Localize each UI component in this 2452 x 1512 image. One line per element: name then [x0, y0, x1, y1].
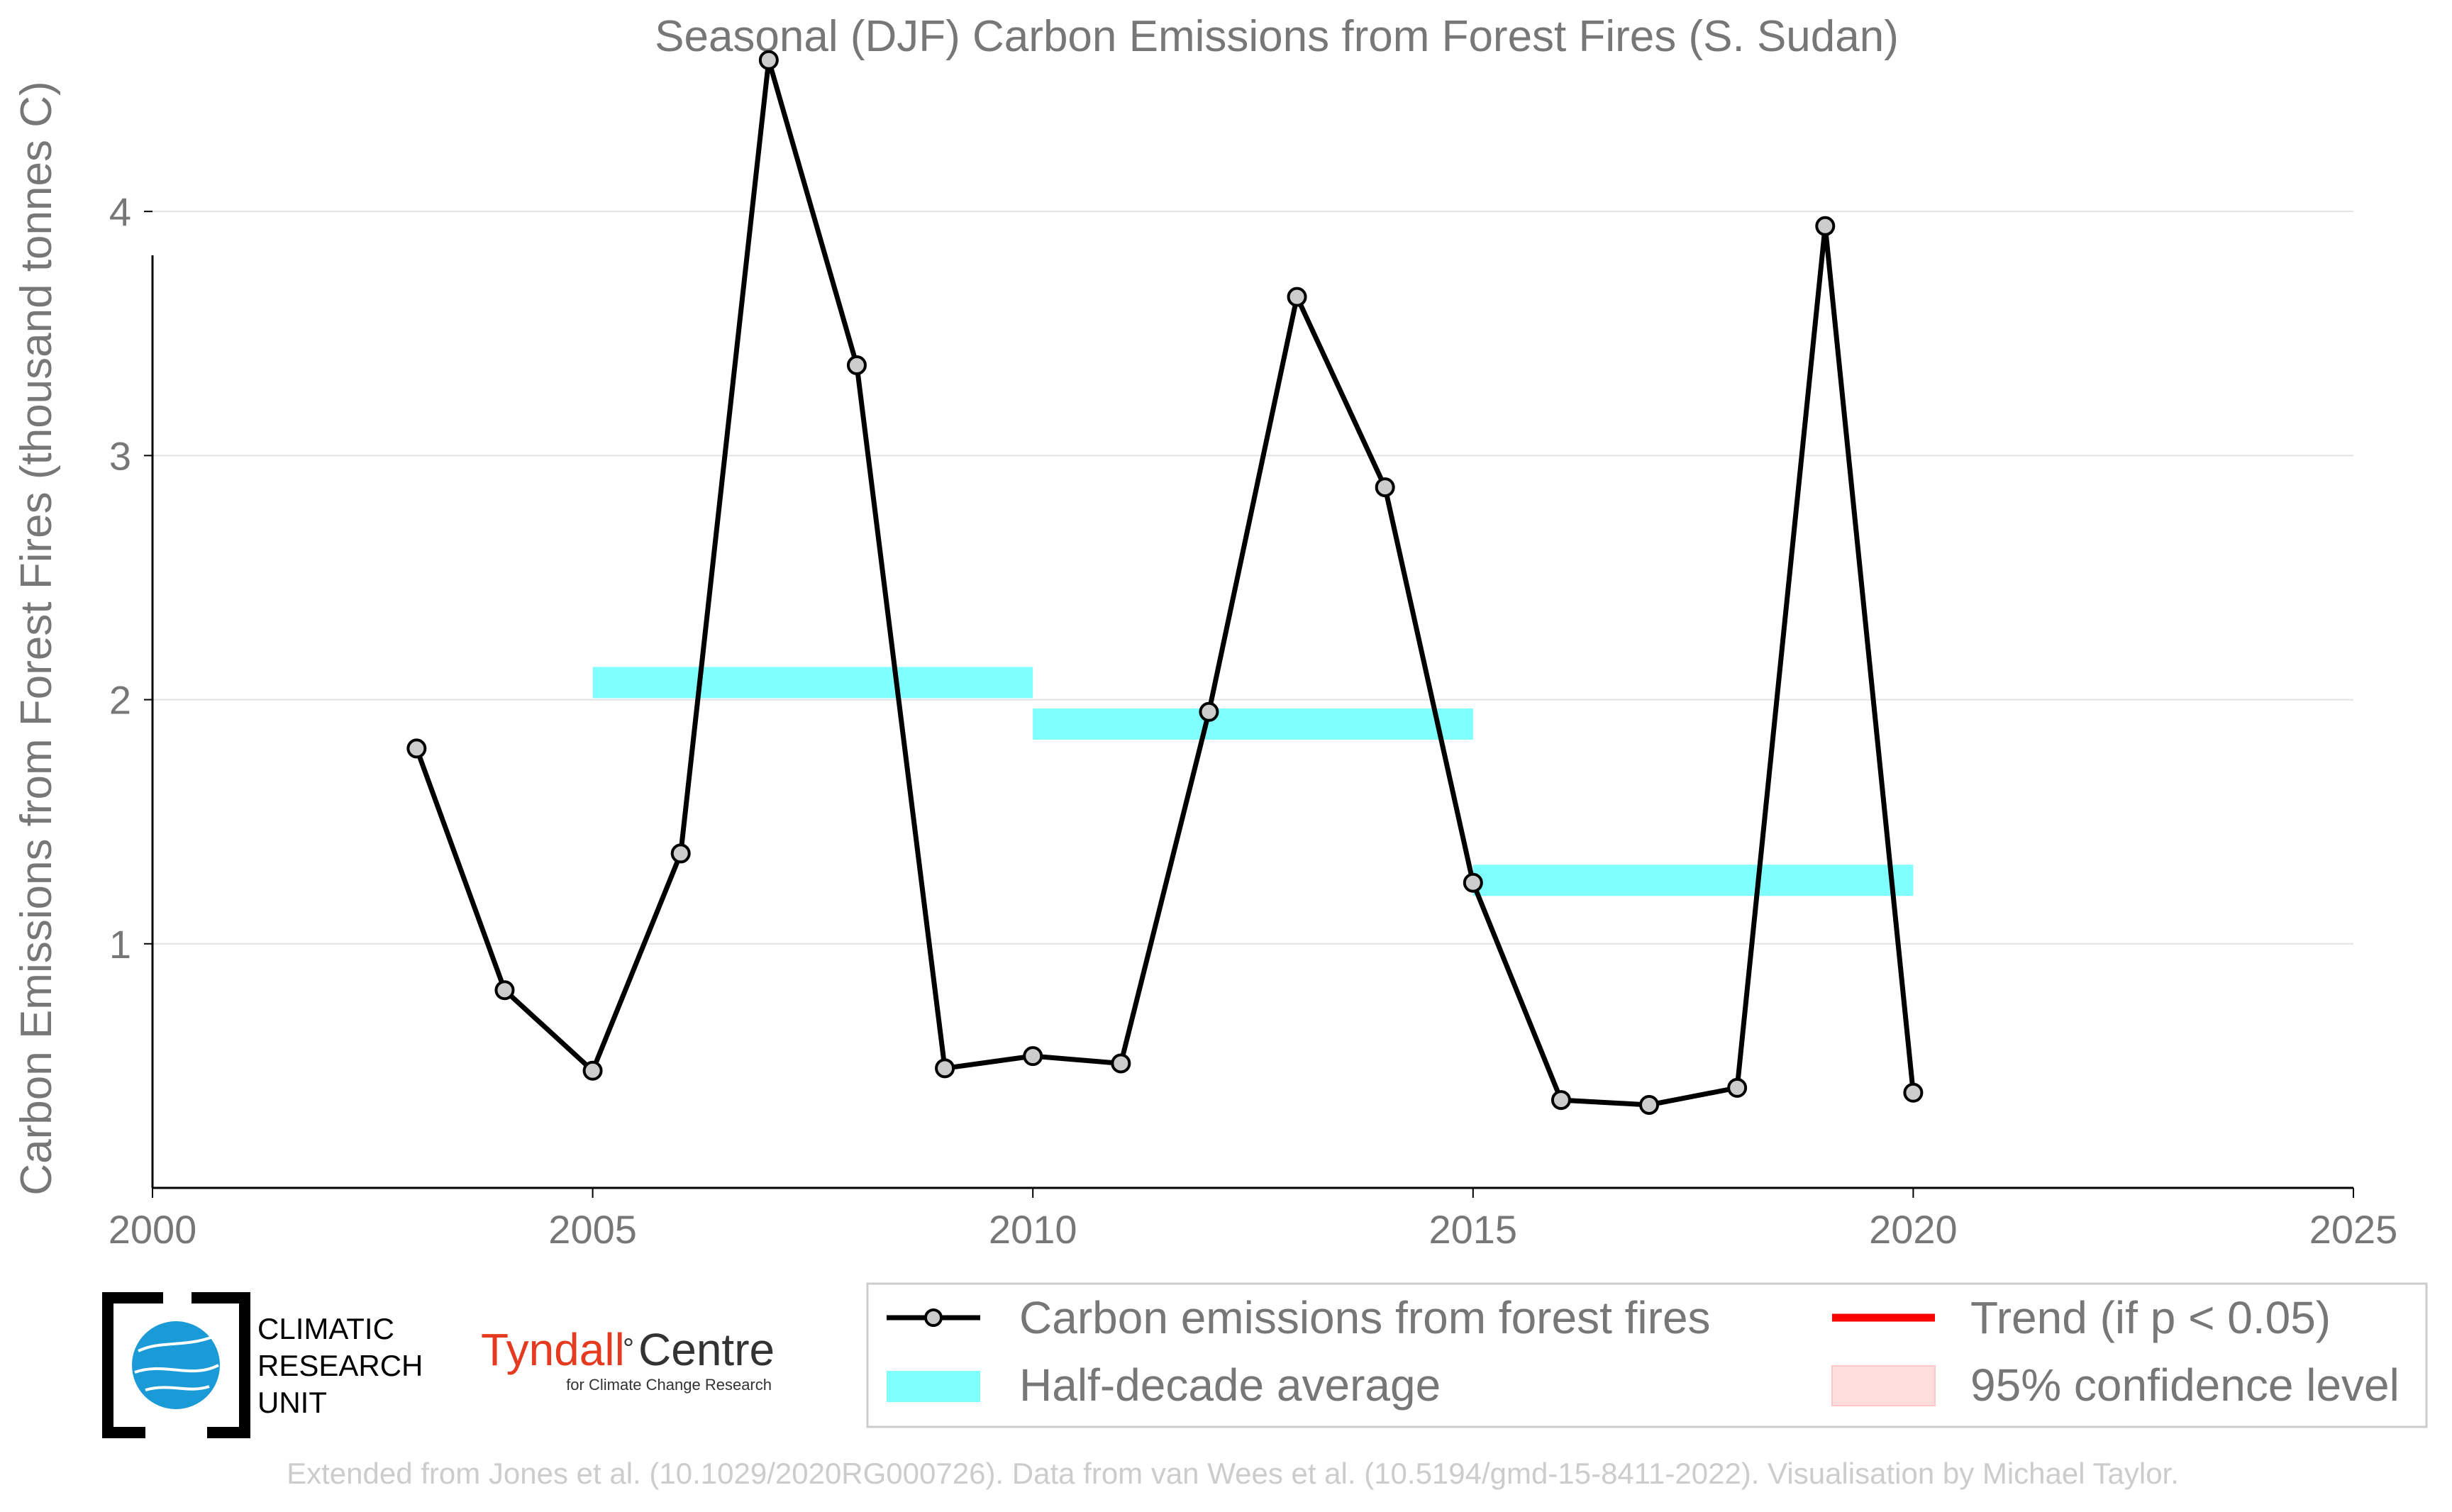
data-point	[406, 738, 427, 759]
legend: Carbon emissions from forest fires Half-…	[866, 1282, 2428, 1428]
cru-logo-line2: RESEARCH	[257, 1349, 423, 1382]
data-point	[846, 355, 867, 376]
data-point	[1375, 477, 1395, 498]
tyndall-degree: °	[623, 1333, 634, 1364]
y-tick-label: 3	[109, 433, 131, 478]
data-point	[670, 843, 691, 864]
legend-swatch-confidence	[1831, 1365, 1936, 1406]
legend-swatch-average	[887, 1371, 980, 1402]
half-decade-band-2	[1472, 865, 1914, 896]
data-point	[935, 1058, 955, 1079]
gridlines	[152, 211, 2353, 945]
x-tick-label: 2000	[109, 1207, 197, 1252]
data-point	[1287, 287, 1307, 307]
data-point	[1463, 872, 1483, 893]
data-point	[1199, 701, 1219, 722]
data-point	[1023, 1046, 1043, 1067]
globe-icon	[132, 1321, 220, 1409]
legend-label-confidence: 95% confidence level	[1970, 1360, 2400, 1411]
x-tick-label: 2005	[548, 1207, 637, 1252]
tyndall-logo: Tyndall ° Centre for Climate Change Rese…	[481, 1324, 775, 1394]
x-tick-label: 2015	[1429, 1207, 1518, 1252]
half-decade-band-1	[1033, 708, 1473, 740]
tyndall-subtitle: for Climate Change Research	[566, 1376, 772, 1394]
chart-title: Seasonal (DJF) Carbon Emissions from For…	[655, 12, 1899, 61]
cru-logo-bracket-left	[102, 1292, 163, 1438]
cru-logo-line3: UNIT	[257, 1386, 327, 1419]
cru-logo: CLIMATIC RESEARCH UNIT	[102, 1292, 423, 1438]
y-axis-label: Carbon Emissions from Forest Fires (thou…	[12, 81, 61, 1195]
data-point	[582, 1060, 603, 1081]
tyndall-name: Tyndall	[481, 1324, 625, 1375]
legend-label-average: Half-decade average	[1019, 1360, 1441, 1411]
x-tick-label: 2010	[989, 1207, 1077, 1252]
legend-label-emissions: Carbon emissions from forest fires	[1019, 1292, 1711, 1343]
cru-logo-bracket-right	[192, 1292, 250, 1438]
half-decade-average-bands	[592, 667, 1914, 896]
series-line-0	[414, 57, 1916, 1108]
emissions-series	[406, 50, 1924, 1115]
data-point	[1639, 1094, 1660, 1115]
axes: 1 2 3 4 2000 2005 2010 2015 2020 2025	[109, 189, 2398, 1252]
half-decade-band-0	[592, 667, 1033, 699]
data-point	[1727, 1077, 1748, 1098]
data-point	[494, 980, 515, 1001]
x-tick-label: 2025	[2309, 1207, 2398, 1252]
legend-box	[866, 1282, 2428, 1428]
data-point	[1111, 1053, 1131, 1074]
footer-credit: Extended from Jones et al. (10.1029/2020…	[287, 1457, 2179, 1490]
x-tick-label: 2020	[1869, 1207, 1958, 1252]
legend-marker-emissions	[924, 1308, 943, 1327]
legend-label-trend: Trend (if p < 0.05)	[1970, 1292, 2331, 1343]
data-point	[1550, 1090, 1571, 1111]
data-point	[1815, 216, 1836, 236]
data-point	[1903, 1082, 1924, 1103]
data-point	[758, 50, 779, 70]
y-tick-label: 1	[109, 922, 131, 967]
tyndall-centre: Centre	[638, 1324, 775, 1375]
cru-logo-line1: CLIMATIC	[257, 1312, 394, 1345]
y-tick-label: 4	[109, 189, 131, 234]
y-tick-label: 2	[109, 678, 131, 723]
